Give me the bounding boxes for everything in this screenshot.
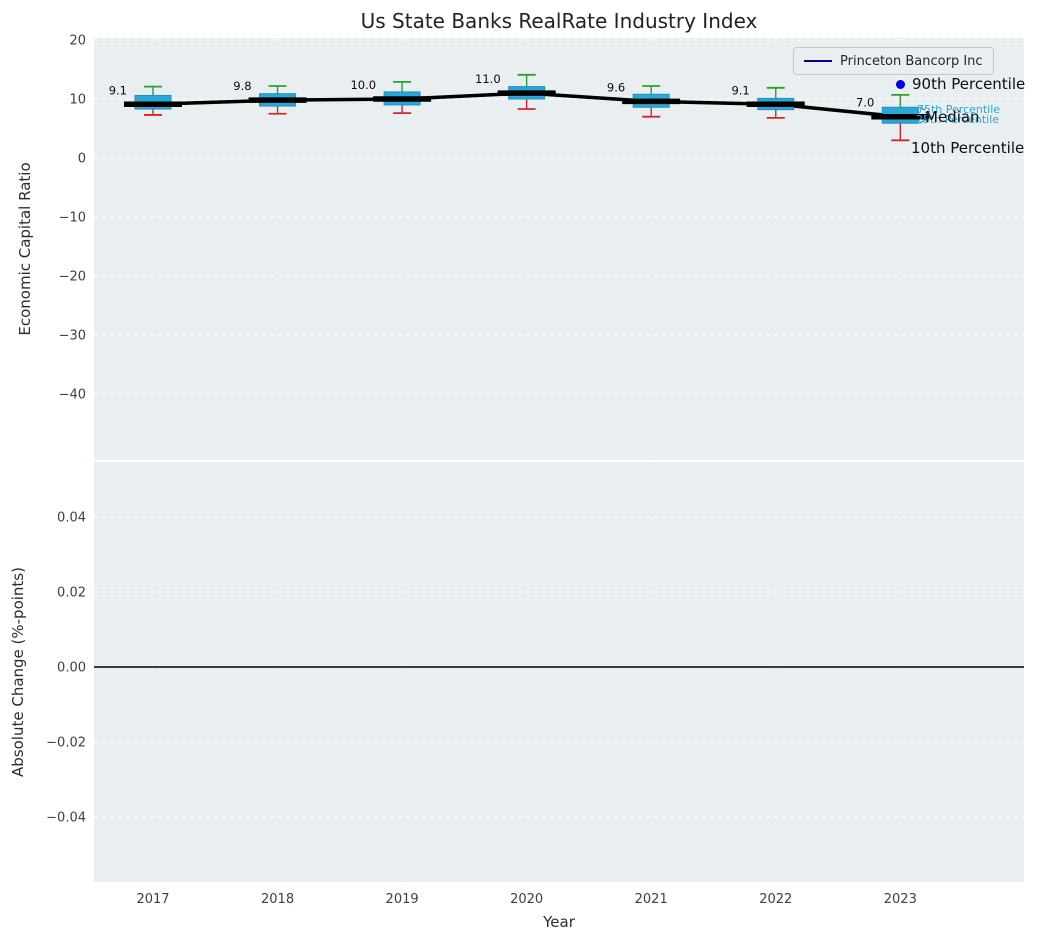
svg-text:−30: −30: [59, 329, 86, 344]
svg-text:2019: 2019: [386, 892, 419, 907]
boxplot-2021: 9.6: [607, 80, 681, 118]
legend-line-icon: [804, 60, 832, 62]
chart-title: Us State Banks RealRate Industry Index: [360, 9, 758, 33]
annotation-90th-label: 90th Percentile: [912, 75, 1026, 93]
boxplot-2020: 11.0: [475, 72, 556, 110]
median-value-label: 10.0: [350, 78, 376, 92]
svg-text:0.04: 0.04: [57, 511, 86, 526]
boxplot-2018: 9.8: [233, 79, 307, 115]
leader-25th: [918, 119, 926, 124]
svg-text:20: 20: [69, 34, 86, 49]
gridlines: [94, 38, 1024, 882]
x-axis-label: Year: [543, 913, 575, 931]
legend: Princeton Bancorp Inc: [793, 47, 994, 75]
svg-text:0.02: 0.02: [57, 586, 86, 601]
svg-text:10: 10: [69, 93, 86, 108]
svg-text:−20: −20: [59, 270, 86, 285]
p90-marker-icon: [896, 79, 905, 89]
top-axes-bg: [94, 38, 1024, 460]
svg-text:−0.04: −0.04: [46, 811, 86, 826]
median-value-label: 9.1: [731, 83, 749, 97]
boxplot-2022: 9.1: [731, 83, 805, 119]
legend-label: Princeton Bancorp Inc: [840, 53, 983, 69]
svg-text:2018: 2018: [261, 892, 294, 907]
svg-text:2023: 2023: [884, 892, 917, 907]
svg-text:2021: 2021: [635, 892, 668, 907]
svg-text:0.00: 0.00: [57, 661, 86, 676]
svg-text:−0.02: −0.02: [46, 736, 86, 751]
leader-75th: [918, 106, 926, 111]
tick-labels: 20 10 0 −10 −20 −30 −40 0.04 0.02 0.00 −0.02 −0.04 2…: [46, 34, 917, 908]
median-value-label: 7.0: [856, 96, 874, 110]
boxplot-2023: 7.0: [856, 93, 930, 142]
svg-text:−40: −40: [59, 388, 86, 403]
median-value-label: 9.6: [607, 80, 625, 94]
boxplot-2017: 9.1: [109, 83, 182, 116]
y-axis-label-bottom: Absolute Change (%-points): [9, 567, 27, 777]
svg-text:2020: 2020: [510, 892, 543, 907]
svg-text:0: 0: [78, 152, 86, 167]
annotation-10th-percentile: 10th Percentile: [911, 139, 1025, 157]
svg-text:2022: 2022: [759, 892, 792, 907]
svg-text:2017: 2017: [136, 892, 169, 907]
boxplot-2019: 10.0: [350, 78, 432, 115]
bottom-axes-bg: [94, 462, 1024, 882]
annotation-median: Median: [925, 108, 980, 126]
median-value-label: 11.0: [475, 72, 501, 86]
y-axis-label-top: Economic Capital Ratio: [16, 162, 34, 336]
annotation-25th-percentile: 25th Percentile: [916, 113, 1000, 126]
median-value-label: 9.8: [233, 79, 251, 93]
svg-text:−10: −10: [59, 211, 86, 226]
annotation-90th-percentile: 90th Percentile: [896, 75, 1025, 93]
median-value-label: 9.1: [109, 83, 127, 97]
annotation-75th-percentile: 75th Percentile: [917, 103, 1001, 116]
